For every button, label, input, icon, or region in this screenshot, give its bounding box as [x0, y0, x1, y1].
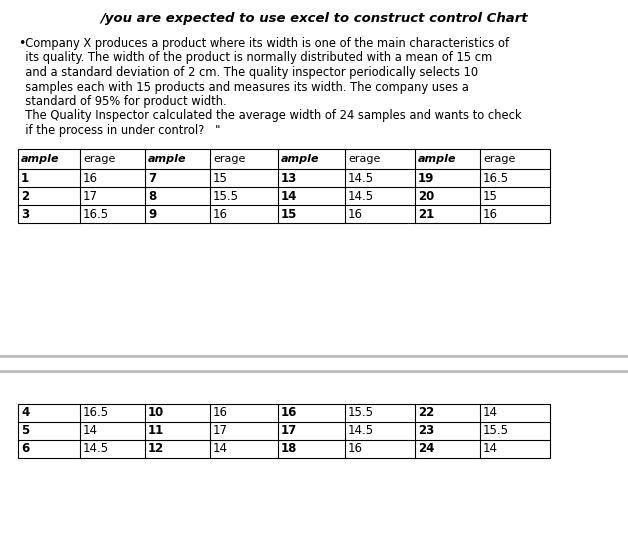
- Text: 6: 6: [21, 443, 30, 456]
- Text: its quality. The width of the product is normally distributed with a mean of 15 : its quality. The width of the product is…: [18, 51, 492, 65]
- Text: 22: 22: [418, 406, 434, 420]
- Text: 16.5: 16.5: [83, 406, 109, 420]
- Text: 14: 14: [213, 443, 228, 456]
- Text: 8: 8: [148, 190, 156, 202]
- Text: 17: 17: [281, 425, 297, 437]
- Text: 12: 12: [148, 443, 165, 456]
- Text: erage: erage: [348, 154, 381, 164]
- Text: 17: 17: [213, 425, 228, 437]
- Text: 16: 16: [83, 171, 98, 185]
- Text: 14: 14: [483, 406, 498, 420]
- Text: erage: erage: [83, 154, 116, 164]
- Text: 16: 16: [348, 208, 363, 221]
- Text: 15.5: 15.5: [483, 425, 509, 437]
- Text: 10: 10: [148, 406, 165, 420]
- Text: erage: erage: [483, 154, 516, 164]
- Text: Company X produces a product where its width is one of the main characteristics : Company X produces a product where its w…: [18, 37, 509, 50]
- Text: 14: 14: [483, 443, 498, 456]
- Text: 20: 20: [418, 190, 434, 202]
- Bar: [18, 149, 550, 223]
- Text: 5: 5: [21, 425, 30, 437]
- Text: standard of 95% for product width.: standard of 95% for product width.: [18, 95, 227, 108]
- Text: 14.5: 14.5: [83, 443, 109, 456]
- Text: 15: 15: [281, 208, 298, 221]
- Text: /you are expected to use excel to construct control Chart: /you are expected to use excel to constr…: [100, 12, 528, 25]
- Text: 14: 14: [281, 190, 298, 202]
- Text: 24: 24: [418, 443, 435, 456]
- Text: erage: erage: [213, 154, 246, 164]
- Bar: [18, 404, 550, 458]
- Text: 9: 9: [148, 208, 156, 221]
- Text: 16.5: 16.5: [83, 208, 109, 221]
- Text: 3: 3: [21, 208, 29, 221]
- Text: 13: 13: [281, 171, 297, 185]
- Text: 18: 18: [281, 443, 298, 456]
- Text: The Quality Inspector calculated the average width of 24 samples and wants to ch: The Quality Inspector calculated the ave…: [18, 109, 522, 122]
- Text: samples each with 15 products and measures its width. The company uses a: samples each with 15 products and measur…: [18, 81, 469, 93]
- Text: 21: 21: [418, 208, 434, 221]
- Text: 15.5: 15.5: [348, 406, 374, 420]
- Text: 16.5: 16.5: [483, 171, 509, 185]
- Text: 14.5: 14.5: [348, 171, 374, 185]
- Text: 14.5: 14.5: [348, 425, 374, 437]
- Text: and a standard deviation of 2 cm. The quality inspector periodically selects 10: and a standard deviation of 2 cm. The qu…: [18, 66, 478, 79]
- Text: ample: ample: [281, 154, 320, 164]
- Text: ample: ample: [21, 154, 60, 164]
- Text: ample: ample: [418, 154, 457, 164]
- Text: 15.5: 15.5: [213, 190, 239, 202]
- Text: 14.5: 14.5: [348, 190, 374, 202]
- Text: if the process in under control?   ": if the process in under control? ": [18, 124, 220, 137]
- Text: 1: 1: [21, 171, 29, 185]
- Text: 23: 23: [418, 425, 434, 437]
- Text: 16: 16: [213, 208, 228, 221]
- Text: 7: 7: [148, 171, 156, 185]
- Text: 16: 16: [483, 208, 498, 221]
- Text: •: •: [18, 37, 25, 50]
- Text: ample: ample: [148, 154, 187, 164]
- Text: 17: 17: [83, 190, 98, 202]
- Text: 11: 11: [148, 425, 165, 437]
- Text: 16: 16: [281, 406, 298, 420]
- Text: 14: 14: [83, 425, 98, 437]
- Text: 16: 16: [213, 406, 228, 420]
- Text: 2: 2: [21, 190, 29, 202]
- Text: 19: 19: [418, 171, 435, 185]
- Text: 16: 16: [348, 443, 363, 456]
- Text: 15: 15: [483, 190, 498, 202]
- Text: 4: 4: [21, 406, 30, 420]
- Text: 15: 15: [213, 171, 228, 185]
